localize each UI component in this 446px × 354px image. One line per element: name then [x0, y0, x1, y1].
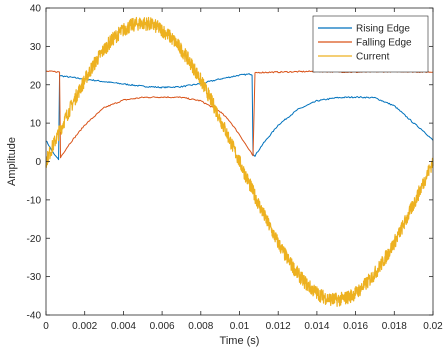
legend-label: Falling Edge	[356, 38, 412, 49]
y-tick-label: 10	[30, 119, 42, 130]
x-tick-label: 0.02	[423, 321, 443, 332]
series-rising-edge-line	[45, 73, 434, 161]
y-axis-label: Amplitude	[6, 137, 18, 186]
legend-label: Current	[356, 52, 390, 63]
x-tick-label: 0.01	[230, 321, 250, 332]
x-tick-label: 0.012	[266, 321, 291, 332]
x-axis: 0 0.002 0.004 0.006 0.008 0.01 0.012 0.014 0.016…	[43, 8, 443, 332]
x-tick-label: 0.008	[188, 321, 213, 332]
x-tick-label: 0.004	[111, 321, 136, 332]
y-tick-label: 40	[30, 4, 42, 15]
y-tick-label: -30	[27, 272, 42, 283]
y-tick-label: -40	[27, 311, 42, 322]
legend: Rising Edge Falling Edge Current	[312, 15, 429, 73]
x-tick-label: 0	[43, 321, 49, 332]
x-axis-label: Time (s)	[220, 335, 260, 347]
y-tick-label: 0	[35, 157, 41, 168]
x-tick-label: 0.018	[382, 321, 407, 332]
legend-box	[312, 15, 429, 73]
series-current-line	[45, 16, 434, 307]
y-tick-label: -20	[27, 234, 42, 245]
y-tick-label: -10	[27, 195, 42, 206]
y-tick-label: 30	[30, 42, 42, 53]
y-axis: -40 -30 -20 -10 0 10 20 30 40	[27, 4, 433, 322]
x-tick-label: 0.016	[343, 321, 368, 332]
y-tick-label: 20	[30, 80, 42, 91]
x-tick-label: 0.006	[150, 321, 175, 332]
x-tick-label: 0.002	[72, 321, 97, 332]
x-tick-label: 0.014	[304, 321, 329, 332]
legend-label: Rising Edge	[356, 24, 410, 35]
